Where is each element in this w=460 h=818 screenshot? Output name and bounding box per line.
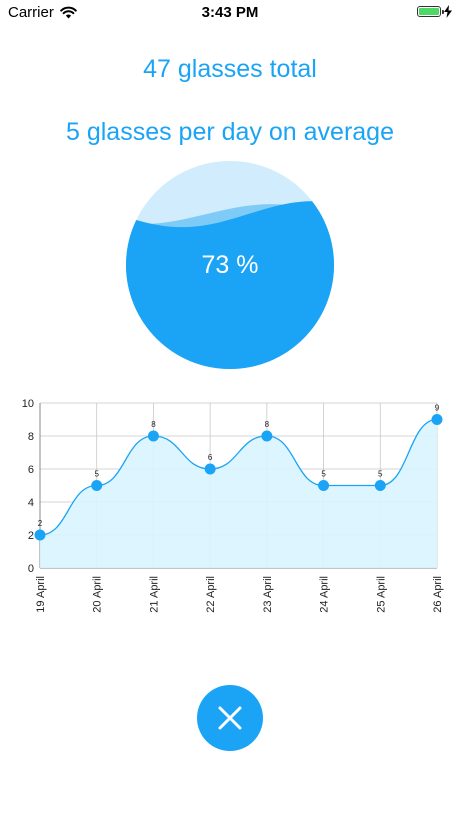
x-tick-label: 26 April [432, 576, 444, 613]
status-time: 3:43 PM [201, 4, 259, 21]
data-label: 5 [94, 470, 99, 479]
data-point [147, 430, 159, 442]
y-tick-label: 10 [22, 398, 34, 410]
data-label: 9 [435, 404, 440, 413]
wifi-icon [60, 6, 77, 19]
data-point [34, 529, 46, 541]
data-label: 8 [265, 420, 270, 429]
gauge-percent-label: 73 % [202, 251, 259, 279]
battery-icon [417, 6, 444, 17]
x-tick-label: 21 April [148, 576, 160, 613]
status-bar: Carrier 3:43 PM [0, 0, 460, 26]
data-label: 8 [151, 420, 156, 429]
y-tick-label: 6 [28, 464, 34, 476]
data-label: 5 [321, 470, 326, 479]
data-point [318, 480, 330, 491]
y-tick-label: 4 [28, 497, 34, 509]
data-point [204, 463, 216, 475]
x-tick-label: 25 April [375, 576, 387, 613]
x-tick-label: 24 April [319, 576, 331, 613]
total-glasses-label: 47 glasses total [143, 55, 317, 83]
status-left: Carrier [8, 4, 77, 21]
carrier-label: Carrier [8, 4, 54, 21]
average-glasses-label: 5 glasses per day on average [66, 118, 394, 146]
gauge-wave-front [126, 201, 334, 369]
daily-glasses-chart: 0 2 4 6 8 10 2 5 8 6 8 5 5 9 19 April 20 April 21 April 2… [22, 398, 444, 613]
x-tick-label: 20 April [92, 576, 104, 613]
x-tick-label: 22 April [205, 576, 217, 613]
data-point [91, 480, 103, 491]
x-tick-label: 19 April [35, 576, 47, 613]
data-point [261, 430, 273, 442]
status-right [417, 5, 452, 18]
y-tick-label: 8 [28, 431, 34, 443]
x-tick-label: 23 April [262, 576, 274, 613]
close-icon [218, 706, 242, 730]
data-label: 2 [38, 519, 43, 528]
y-tick-label: 0 [28, 563, 34, 575]
charging-bolt-icon [444, 5, 452, 18]
data-point [374, 480, 386, 491]
data-point [431, 414, 443, 425]
y-tick-label: 2 [28, 530, 34, 542]
close-button[interactable] [197, 685, 263, 751]
data-label: 5 [378, 470, 383, 479]
data-label: 6 [208, 453, 213, 462]
area-fill [40, 419, 437, 568]
water-level-gauge: 73 % [126, 161, 334, 369]
